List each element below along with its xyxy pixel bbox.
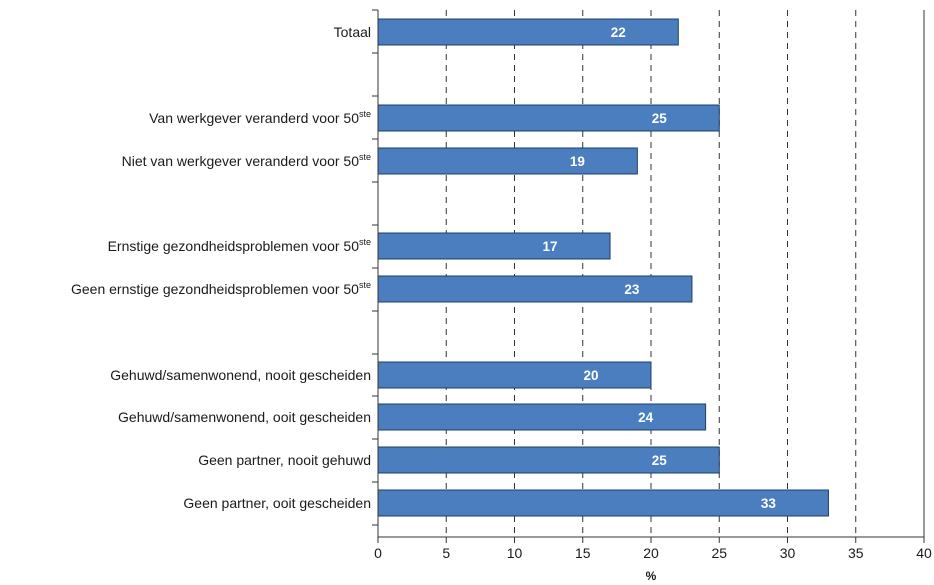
bar (377, 446, 720, 474)
bar (377, 147, 638, 175)
x-tick-label: 35 (848, 545, 864, 561)
x-axis-unit-label: % (646, 569, 657, 583)
bar (377, 104, 720, 132)
data-label: 20 (583, 368, 598, 383)
category-label: Totaal (334, 24, 371, 40)
category-label: Niet van werkgever veranderd voor 50ste (122, 152, 371, 169)
category-label: Gehuwd/samenwonend, nooit gescheiden (110, 367, 371, 383)
category-label: Geen partner, nooit gehuwd (198, 452, 371, 468)
category-labels: Totaal Van werkgever veranderd voor 50ste… (71, 24, 371, 511)
category-label: Van werkgever veranderd voor 50ste (149, 109, 371, 126)
data-label: 17 (543, 239, 558, 254)
data-label: 23 (624, 282, 640, 297)
category-label: Geen partner, ooit gescheiden (183, 495, 371, 511)
data-label: 33 (761, 496, 777, 511)
data-label: 19 (570, 154, 585, 169)
x-tick-label: 40 (916, 545, 932, 561)
category-label: Geen ernstige gezondheidsproblemen voor … (71, 280, 371, 297)
bar (377, 403, 707, 431)
bar (377, 489, 829, 517)
bar (377, 361, 652, 389)
category-label: Gehuwd/samenwonend, ooit gescheiden (118, 409, 371, 425)
bars: 22 25 19 17 23 20 24 25 33 (377, 18, 829, 517)
bar (377, 275, 693, 303)
x-tick-label: 20 (643, 545, 659, 561)
bar (377, 18, 679, 46)
x-tick-label: 0 (374, 545, 382, 561)
x-tick-label: 30 (780, 545, 796, 561)
x-tick-label: 5 (442, 545, 450, 561)
data-label: 25 (652, 111, 668, 126)
data-label: 22 (611, 25, 626, 40)
data-label: 25 (652, 453, 668, 468)
x-tick-label: 10 (507, 545, 523, 561)
bar (377, 232, 611, 260)
category-label: Ernstige gezondheidsproblemen voor 50ste (108, 237, 371, 254)
data-label: 24 (638, 410, 654, 425)
axes: 0 5 10 15 20 25 30 35 40 (372, 9, 932, 561)
x-tick-label: 15 (575, 545, 591, 561)
x-tick-label: 25 (711, 545, 727, 561)
